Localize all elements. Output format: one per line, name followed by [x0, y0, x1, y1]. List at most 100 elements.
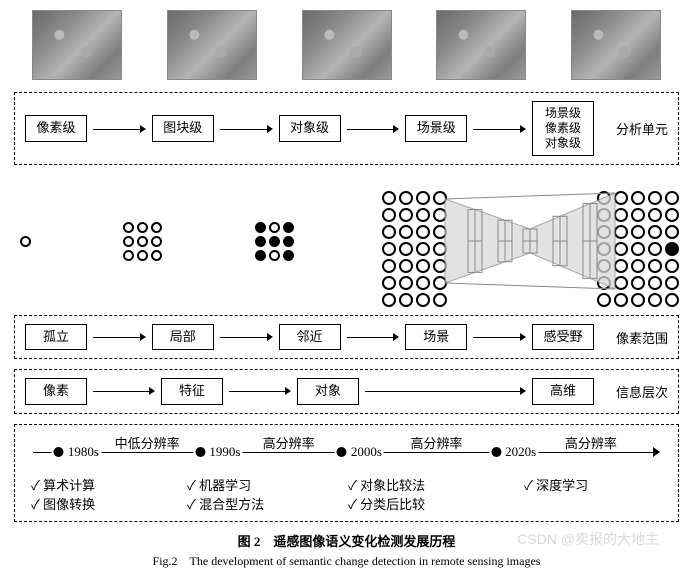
timeline-segment-label: 高分辨率: [565, 433, 617, 452]
dot: [433, 293, 447, 307]
dot: [648, 293, 662, 307]
dot: [631, 242, 645, 256]
dot: [399, 293, 413, 307]
dot: [20, 236, 31, 247]
thumbnail: [571, 10, 661, 80]
dot: [665, 191, 679, 205]
flow-cell: 对象: [297, 378, 359, 404]
timeline-box: 中低分辨率高分辨率高分辨率高分辨率1980s1990s2000s2020s 算术…: [14, 424, 679, 522]
arrow-icon: [347, 123, 400, 135]
thumbnail: [32, 10, 122, 80]
dot: [597, 293, 611, 307]
grid-isolated: [18, 234, 32, 248]
dot: [597, 191, 611, 205]
dot: [123, 236, 134, 247]
dot-icon: [195, 447, 205, 457]
dot: [597, 225, 611, 239]
row-side-label: 分析单元: [616, 119, 668, 138]
timeline-point: 2000s: [335, 444, 384, 460]
dot: [255, 236, 266, 247]
method-item: 算术计算: [31, 475, 181, 494]
method-item: 对象比较法: [348, 475, 518, 494]
timeline-point: 1990s: [193, 444, 242, 460]
flow-cell: 高维: [532, 378, 594, 404]
dot: [123, 250, 134, 261]
dot: [137, 222, 148, 233]
flow-cell: 场景级像素级对象级: [532, 101, 594, 156]
grid-neighbor: [253, 220, 295, 262]
dot: [382, 191, 396, 205]
dot: [665, 276, 679, 290]
dot-icon: [491, 447, 501, 457]
dot: [416, 259, 430, 273]
timeline-year: 1990s: [209, 444, 240, 460]
arrow-icon: [473, 331, 526, 343]
method-item: 分类后比较: [348, 494, 518, 513]
method-item: 混合型方法: [187, 494, 342, 513]
dot: [648, 225, 662, 239]
flow-cell: 像素级: [25, 115, 87, 141]
pixel-grids-panel: [14, 175, 679, 309]
method-item: 图像转换: [31, 494, 181, 513]
dot: [648, 242, 662, 256]
dot: [597, 276, 611, 290]
arrowhead-icon: [653, 447, 660, 457]
flow-cell: 局部: [152, 324, 214, 350]
arrow-icon: [93, 331, 146, 343]
dot: [665, 259, 679, 273]
dot: [283, 236, 294, 247]
dot: [137, 250, 148, 261]
dot: [631, 208, 645, 222]
dot: [382, 208, 396, 222]
dot: [399, 259, 413, 273]
thumbnail: [302, 10, 392, 80]
dot: [631, 225, 645, 239]
dot: [631, 191, 645, 205]
method-item: 机器学习: [187, 475, 342, 494]
dot: [665, 242, 679, 256]
dot: [137, 236, 148, 247]
pixel-scope-box: 孤立局部邻近场景感受野像素范围: [14, 315, 679, 359]
row-side-label: 信息层次: [616, 382, 668, 401]
dot: [614, 208, 628, 222]
flow-cell: 邻近: [279, 324, 341, 350]
methods-grid: 算术计算图像转换机器学习混合型方法对象比较法分类后比较深度学习: [25, 475, 668, 513]
flow-cell: 孤立: [25, 324, 87, 350]
timeline-segment-label: 高分辨率: [411, 433, 463, 452]
dot: [597, 259, 611, 273]
dot: [382, 225, 396, 239]
dot: [255, 250, 266, 261]
arrow-icon: [220, 123, 273, 135]
dot: [269, 222, 280, 233]
flow-cell: 场景: [405, 324, 467, 350]
dot: [433, 191, 447, 205]
arrow-icon: [365, 385, 526, 397]
timeline-segment-label: 中低分辨率: [115, 433, 180, 452]
arrow-icon: [347, 331, 400, 343]
dot-icon: [54, 447, 64, 457]
figure-caption: 图 2 遥感图像语义变化检测发展历程 Fig.2 The development…: [14, 532, 679, 572]
dot: [597, 208, 611, 222]
dot: [433, 259, 447, 273]
analysis-units-box: 像素级图块级对象级场景级场景级像素级对象级分析单元: [14, 92, 679, 165]
dot: [416, 242, 430, 256]
dot: [416, 225, 430, 239]
row-side-label: 像素范围: [616, 328, 668, 347]
dot: [151, 222, 162, 233]
dot: [416, 276, 430, 290]
dot: [123, 222, 134, 233]
timeline: 中低分辨率高分辨率高分辨率高分辨率1980s1990s2000s2020s: [25, 435, 668, 469]
thumbnail: [436, 10, 526, 80]
dot: [433, 225, 447, 239]
arrow-icon: [229, 385, 291, 397]
flow-cell: 对象级: [279, 115, 341, 141]
dot: [399, 276, 413, 290]
timeline-point: 2020s: [489, 444, 538, 460]
arrow-icon: [220, 331, 273, 343]
dot: [614, 293, 628, 307]
method-item: 深度学习: [524, 475, 684, 494]
dot: [631, 276, 645, 290]
dot: [151, 236, 162, 247]
flow-cell: 特征: [161, 378, 223, 404]
dot: [648, 191, 662, 205]
